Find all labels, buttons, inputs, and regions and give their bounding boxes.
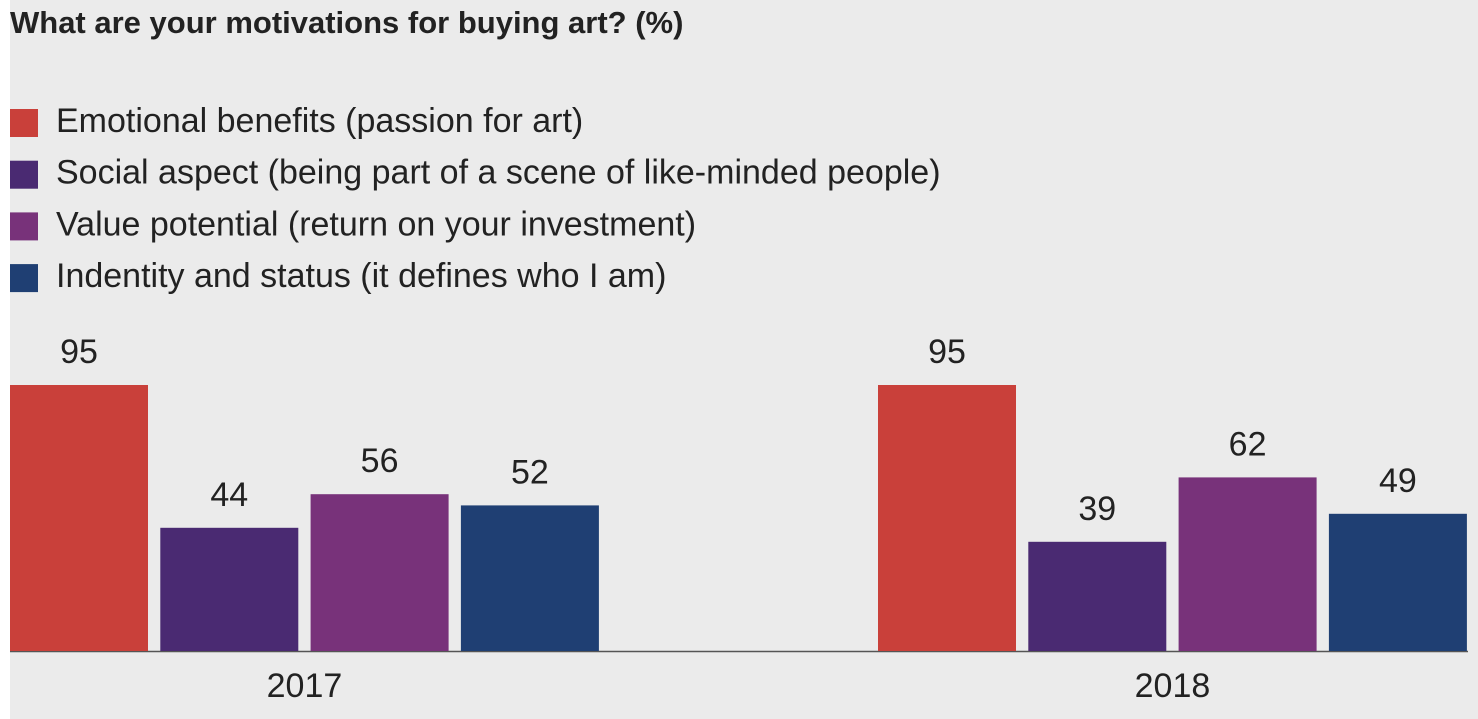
bar: [160, 527, 299, 651]
value-label: 62: [1229, 425, 1267, 463]
value-label: 39: [1078, 490, 1116, 528]
legend-label: Indentity and status (it defines who I a…: [56, 257, 666, 295]
bar: [460, 505, 599, 651]
value-label: 44: [210, 476, 248, 514]
value-label: 95: [928, 333, 966, 371]
bar: [1178, 477, 1317, 651]
chart-title: What are your motivations for buying art…: [10, 5, 683, 40]
bar: [310, 494, 449, 651]
bar: [1028, 541, 1167, 651]
bar: [1328, 513, 1467, 651]
x-tick-label: 2017: [267, 667, 343, 705]
legend-label: Emotional benefits (passion for art): [56, 102, 583, 140]
value-label: 56: [361, 442, 399, 480]
value-label: 52: [511, 453, 549, 491]
legend-label: Social aspect (being part of a scene of …: [56, 154, 941, 192]
x-tick-label: 2018: [1135, 667, 1211, 705]
bar: [878, 385, 1016, 651]
value-label: 95: [60, 333, 98, 371]
value-label: 49: [1379, 462, 1417, 500]
legend-swatch: [10, 109, 38, 137]
legend-swatch: [10, 264, 38, 293]
legend-swatch: [10, 212, 38, 241]
legend-swatch: [10, 160, 38, 189]
bar: [10, 385, 148, 651]
legend-label: Value potential (return on your investme…: [56, 205, 696, 243]
